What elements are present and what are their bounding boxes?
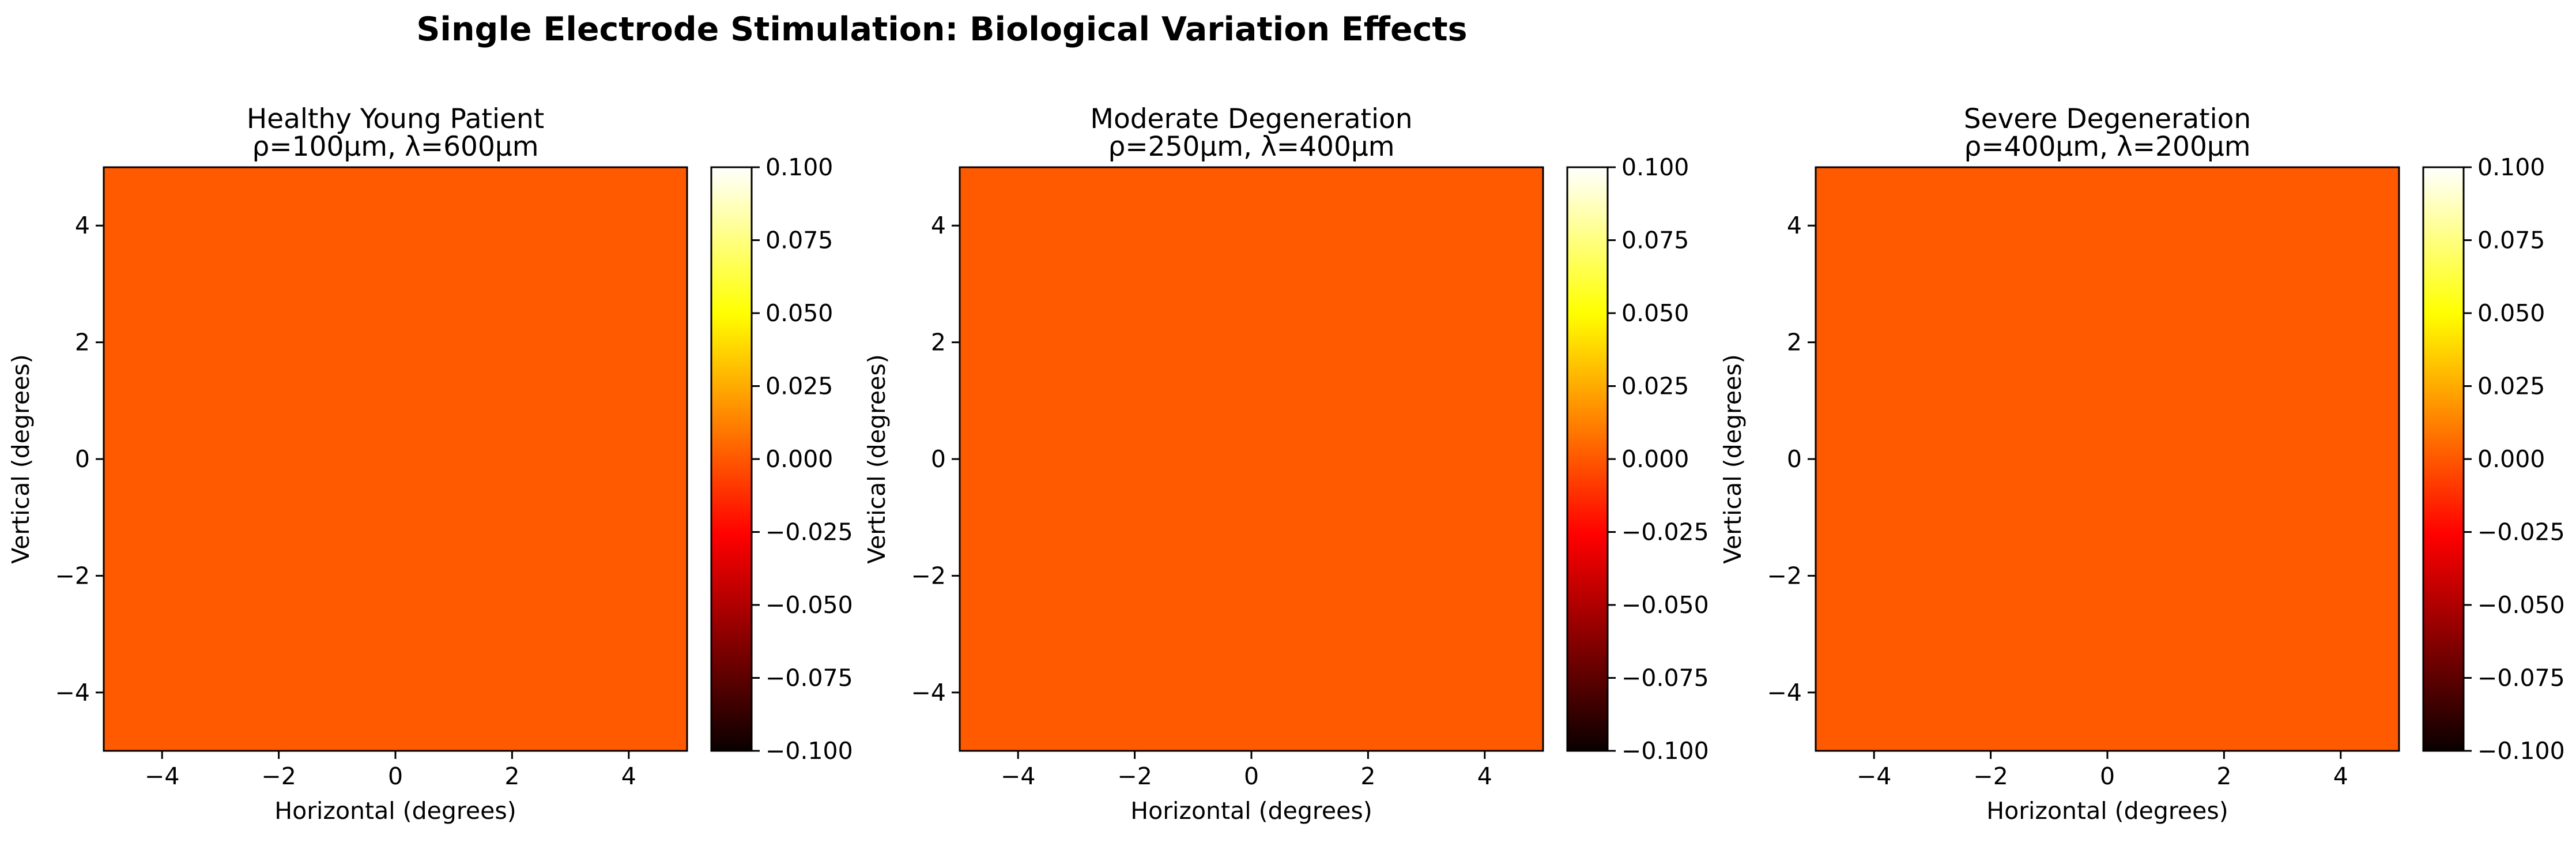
panel-title: Moderate Degeneration — [1090, 103, 1412, 135]
colorbar — [2423, 167, 2464, 751]
y-tick-label: −2 — [1767, 562, 1802, 589]
x-tick-label: −4 — [145, 762, 179, 790]
colorbar-tick-label: 0.075 — [2477, 227, 2545, 254]
colorbar-tick-label: −0.025 — [765, 518, 853, 546]
colorbar-tick-label: −0.075 — [2477, 664, 2565, 692]
x-tick-label: −2 — [1117, 762, 1152, 790]
colorbar-tick-label: 0.100 — [765, 153, 833, 181]
y-tick-label: 4 — [931, 212, 946, 239]
colorbar-tick-label: 0.025 — [1621, 373, 1689, 400]
y-tick-label: 4 — [75, 212, 90, 239]
colorbar-tick-label: −0.100 — [765, 737, 853, 765]
heatmap-cell — [104, 167, 687, 751]
x-tick-label: 2 — [1360, 762, 1375, 790]
x-tick-label: −4 — [1001, 762, 1035, 790]
x-tick-label: 4 — [621, 762, 636, 790]
panel-title: Severe Degeneration — [1964, 103, 2251, 135]
heatmap-cell — [960, 167, 1543, 751]
x-tick-label: −4 — [1857, 762, 1891, 790]
colorbar-tick-label: 0.050 — [765, 299, 833, 327]
panel-subtitle: ρ=100μm, λ=600μm — [252, 131, 538, 163]
colorbar-tick-label: −0.025 — [2477, 518, 2565, 546]
colorbar-tick-label: 0.050 — [1621, 299, 1689, 327]
colorbar-tick-label: −0.100 — [2477, 737, 2565, 765]
y-tick-label: 2 — [931, 329, 946, 356]
figure-title: Single Electrode Stimulation: Biological… — [416, 10, 1467, 48]
y-axis-label: Vertical (degrees) — [863, 354, 891, 564]
colorbar — [1567, 167, 1608, 751]
y-axis-label: Vertical (degrees) — [7, 354, 35, 564]
y-tick-label: −4 — [911, 679, 946, 706]
heatmap-cell — [1816, 167, 2399, 751]
y-tick-label: 0 — [931, 445, 946, 473]
y-tick-label: 2 — [1787, 329, 1802, 356]
panel-subtitle: ρ=250μm, λ=400μm — [1108, 131, 1394, 163]
colorbar-tick-label: 0.025 — [2477, 373, 2545, 400]
y-tick-label: −4 — [1767, 679, 1802, 706]
y-axis-label: Vertical (degrees) — [1719, 354, 1747, 564]
colorbar-tick-label: 0.050 — [2477, 299, 2545, 327]
colorbar-tick-label: 0.100 — [2477, 153, 2545, 181]
colorbar-tick-label: −0.075 — [765, 664, 853, 692]
colorbar-tick-label: 0.100 — [1621, 153, 1689, 181]
colorbar-tick-label: −0.075 — [1621, 664, 1709, 692]
x-axis-label: Horizontal (degrees) — [1130, 797, 1372, 825]
colorbar-tick-label: 0.000 — [2477, 445, 2545, 473]
x-tick-label: 4 — [2333, 762, 2348, 790]
x-tick-label: 2 — [2216, 762, 2231, 790]
colorbar — [711, 167, 752, 751]
colorbar-tick-label: −0.100 — [1621, 737, 1709, 765]
panel-title: Healthy Young Patient — [247, 103, 544, 135]
y-tick-label: −2 — [911, 562, 946, 589]
colorbar-tick-label: −0.025 — [1621, 518, 1709, 546]
x-tick-label: 0 — [388, 762, 403, 790]
panel-subtitle: ρ=400μm, λ=200μm — [1964, 131, 2250, 163]
x-axis-label: Horizontal (degrees) — [1986, 797, 2228, 825]
colorbar-tick-label: 0.000 — [1621, 445, 1689, 473]
y-tick-label: 2 — [75, 329, 90, 356]
y-tick-label: 0 — [1787, 445, 1802, 473]
colorbar-tick-label: −0.050 — [765, 591, 853, 619]
x-tick-label: −2 — [261, 762, 296, 790]
y-tick-label: −2 — [55, 562, 90, 589]
x-tick-label: 0 — [2100, 762, 2115, 790]
colorbar-tick-label: −0.050 — [1621, 591, 1709, 619]
colorbar-tick-label: 0.075 — [765, 227, 833, 254]
y-tick-label: 4 — [1787, 212, 1802, 239]
colorbar-tick-label: −0.050 — [2477, 591, 2565, 619]
colorbar-tick-label: 0.000 — [765, 445, 833, 473]
y-tick-label: 0 — [75, 445, 90, 473]
x-axis-label: Horizontal (degrees) — [274, 797, 516, 825]
y-tick-label: −4 — [55, 679, 90, 706]
x-tick-label: −2 — [1973, 762, 2008, 790]
x-tick-label: 4 — [1477, 762, 1492, 790]
x-tick-label: 2 — [504, 762, 519, 790]
colorbar-tick-label: 0.025 — [765, 373, 833, 400]
x-tick-label: 0 — [1244, 762, 1259, 790]
colorbar-tick-label: 0.075 — [1621, 227, 1689, 254]
